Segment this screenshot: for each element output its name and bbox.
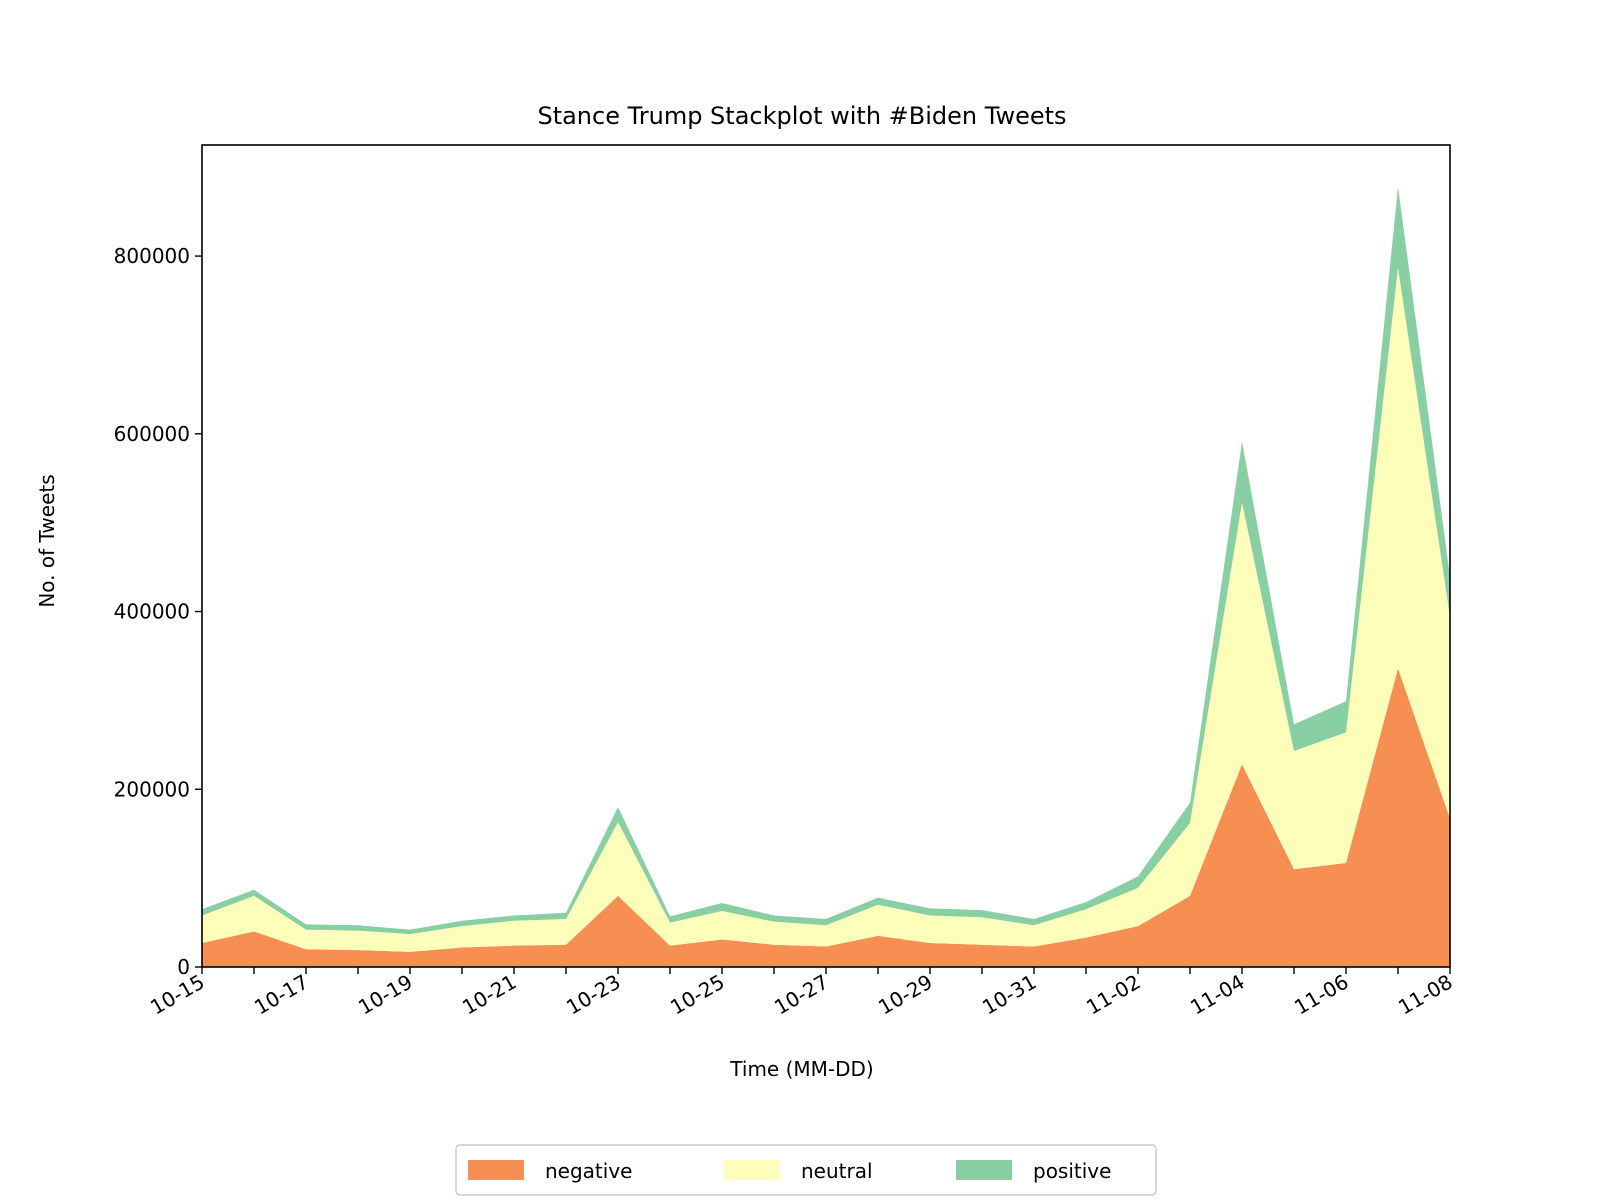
legend-swatch-neutral xyxy=(724,1160,780,1180)
chart-title: Stance Trump Stackplot with #Biden Tweet… xyxy=(537,102,1066,130)
area-negative xyxy=(202,668,1450,967)
y-axis-ticks: 0 200000 400000 600000 800000 xyxy=(114,244,202,979)
legend-label-negative: negative xyxy=(545,1159,632,1183)
legend-label-positive: positive xyxy=(1033,1159,1111,1183)
legend: negative neutral positive xyxy=(455,1144,1157,1196)
areas-layer xyxy=(202,186,1450,967)
legend-box xyxy=(455,1144,1157,1196)
y-tick-label: 400000 xyxy=(114,600,190,624)
y-tick-label: 0 xyxy=(177,955,190,979)
legend-swatch-negative xyxy=(468,1160,524,1180)
legend-label-neutral: neutral xyxy=(801,1159,873,1183)
y-tick-label: 800000 xyxy=(114,244,190,268)
x-axis-label: Time (MM-DD) xyxy=(729,1057,873,1081)
y-tick-label: 200000 xyxy=(114,777,190,801)
legend-swatch-positive xyxy=(956,1160,1012,1180)
y-tick-label: 600000 xyxy=(114,422,190,446)
y-axis-label: No. of Tweets xyxy=(35,474,59,607)
